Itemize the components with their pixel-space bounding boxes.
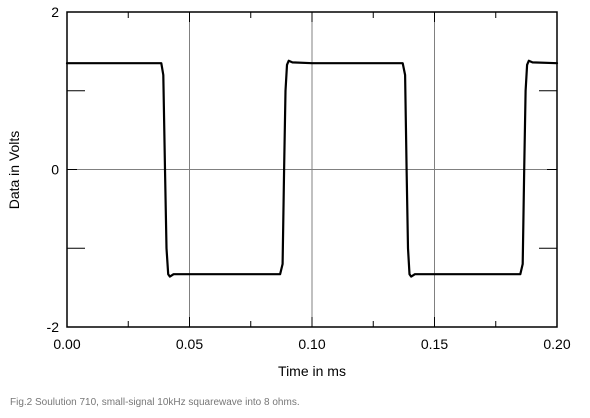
y-tick-label: 0 <box>51 162 59 178</box>
x-tick-label: 0.00 <box>53 336 80 352</box>
squarewave-trace <box>65 59 559 278</box>
x-axis-label: Time in ms <box>278 363 346 379</box>
x-tick-label: 0.20 <box>543 336 570 352</box>
y-tick-label: -2 <box>47 319 60 335</box>
y-tick-label: 2 <box>51 4 59 20</box>
x-tick-label: 0.05 <box>176 336 203 352</box>
x-tick-label: 0.15 <box>421 336 448 352</box>
y-axis-label: Data in Volts <box>6 131 22 210</box>
figure-caption: Fig.2 Soulution 710, small-signal 10kHz … <box>10 397 300 408</box>
x-tick-label: 0.10 <box>298 336 325 352</box>
plot-frame <box>66 11 558 328</box>
